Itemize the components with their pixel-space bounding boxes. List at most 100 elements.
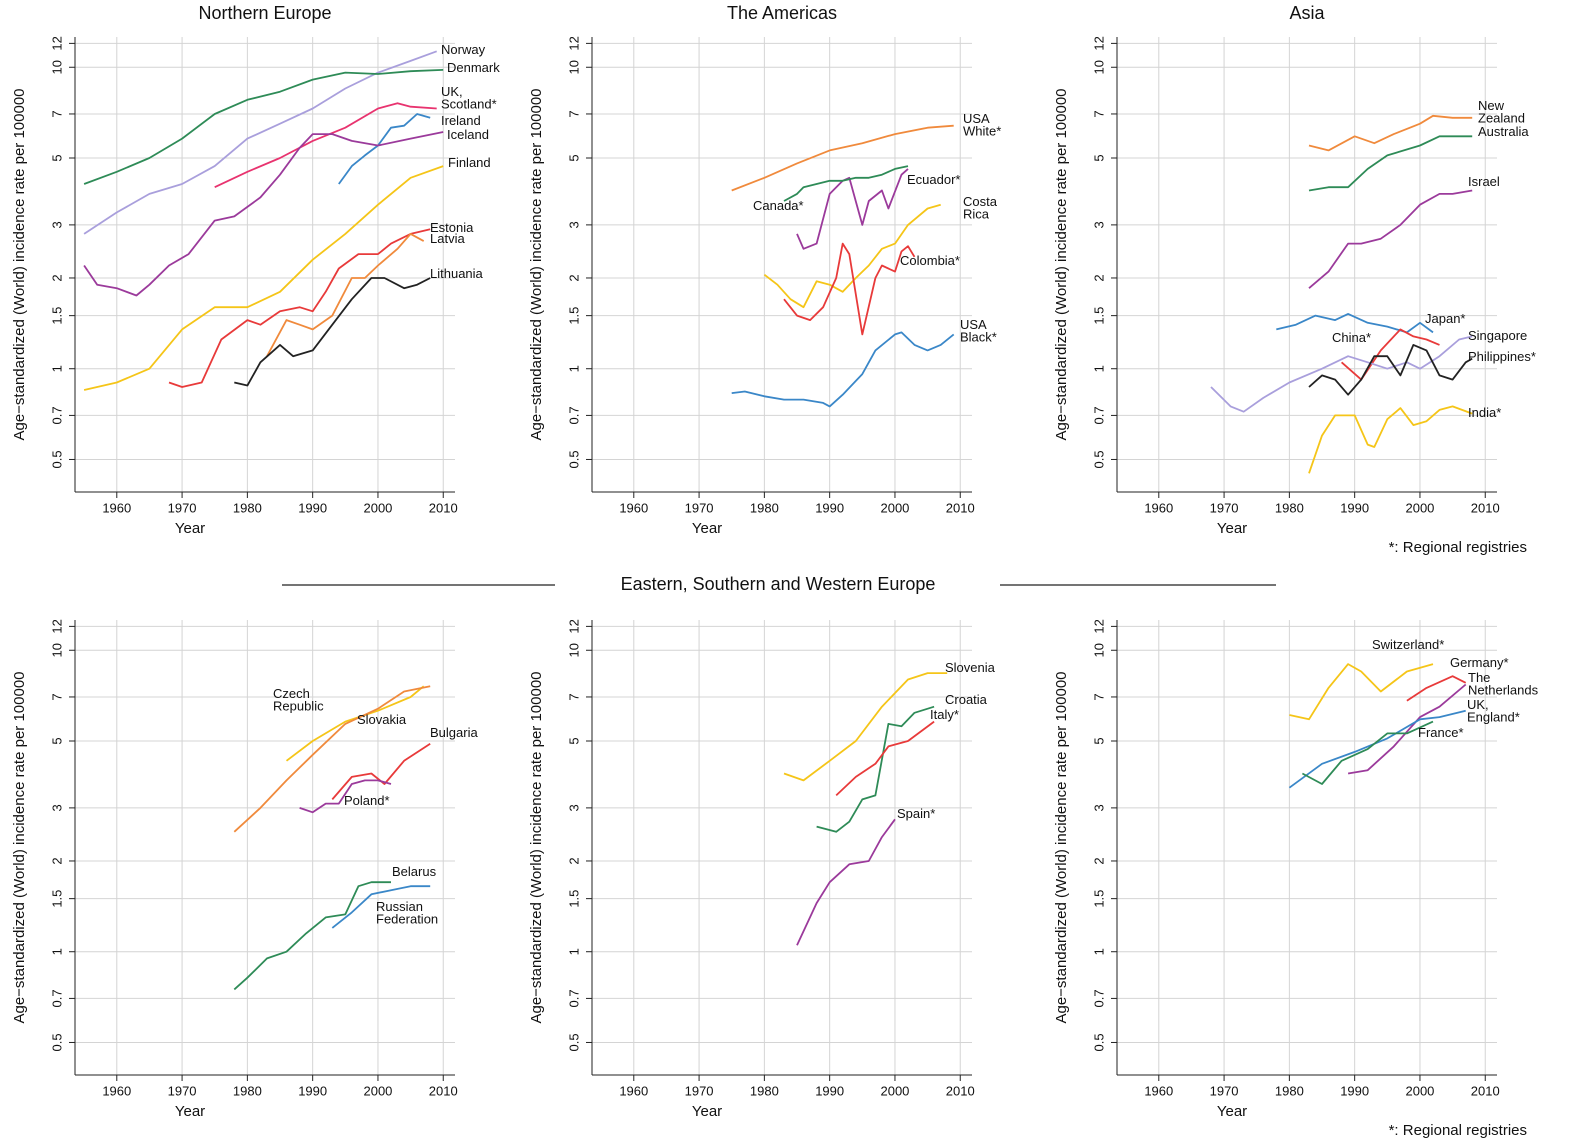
x-tick-label: 2010 — [946, 1083, 975, 1098]
series-line — [1289, 663, 1434, 721]
y-tick-label: 0.7 — [566, 406, 581, 424]
y-tick-label: 10 — [1091, 60, 1106, 74]
y-tick-label: 1.5 — [1091, 307, 1106, 325]
series-line — [233, 881, 391, 991]
y-tick-label: 0.5 — [566, 1033, 581, 1051]
y-tick-label: 10 — [566, 643, 581, 657]
series-label: Lithuania — [430, 266, 484, 281]
x-axis-title: Year — [175, 1103, 205, 1120]
x-tick-label: 1970 — [1210, 1083, 1239, 1098]
series-label: Poland* — [344, 793, 390, 808]
panel-title: Northern Europe — [198, 3, 331, 23]
series-line — [1308, 344, 1473, 396]
series-line — [331, 742, 431, 800]
series-label: Spain* — [897, 806, 935, 821]
series-line — [1301, 720, 1434, 785]
y-tick-label: 3 — [1091, 221, 1106, 228]
y-tick-label: 0.7 — [1091, 989, 1106, 1007]
y-tick-label: 5 — [1091, 737, 1106, 744]
y-tick-label: 0.5 — [49, 1033, 64, 1051]
x-axis-title: Year — [692, 1103, 722, 1120]
series-label: France* — [1418, 725, 1464, 740]
y-axis-title: Age−standardized (World) incidence rate … — [11, 671, 28, 1023]
series-line — [331, 885, 431, 929]
y-tick-label: 1.5 — [49, 890, 64, 908]
series-label: Czech Republic — [273, 686, 324, 714]
y-tick-label: 0.7 — [566, 989, 581, 1007]
series-line — [731, 124, 954, 192]
series-label: Australia — [1478, 124, 1529, 139]
x-tick-label: 1980 — [1275, 500, 1304, 515]
series-label: Italy* — [930, 707, 959, 722]
y-tick-label: 2 — [1091, 274, 1106, 281]
x-tick-label: 2000 — [1405, 1083, 1434, 1098]
y-tick-label: 3 — [49, 804, 64, 811]
y-tick-label: 7 — [49, 693, 64, 700]
series-label: Colombia* — [900, 253, 960, 268]
series-line — [83, 131, 444, 297]
series-label: Latvia — [430, 231, 465, 246]
x-tick-label: 2010 — [429, 1083, 458, 1098]
series-label: Iceland — [447, 127, 489, 142]
y-tick-label: 1.5 — [49, 307, 64, 325]
series-line — [83, 50, 438, 235]
y-tick-label: 10 — [566, 60, 581, 74]
x-tick-label: 1980 — [233, 1083, 262, 1098]
series-label: The Netherlands — [1468, 670, 1539, 698]
series-line — [83, 165, 444, 391]
y-tick-label: 3 — [1091, 804, 1106, 811]
x-tick-label: 1990 — [1340, 1083, 1369, 1098]
y-tick-label: 0.5 — [49, 450, 64, 468]
x-axis-title: Year — [175, 520, 205, 537]
series-line — [1308, 189, 1473, 289]
y-tick-label: 3 — [566, 804, 581, 811]
series-label: Norway — [441, 42, 486, 57]
y-tick-label: 5 — [49, 737, 64, 744]
x-tick-label: 2000 — [880, 500, 909, 515]
series-label: Japan* — [1425, 311, 1465, 326]
x-tick-label: 2010 — [946, 500, 975, 515]
y-tick-label: 1 — [566, 948, 581, 955]
series-label: Slovakia — [357, 712, 407, 727]
y-tick-label: 10 — [49, 643, 64, 657]
y-axis-title: Age−standardized (World) incidence rate … — [1053, 671, 1070, 1023]
panel-title: The Americas — [727, 3, 837, 23]
series-label: Ireland — [441, 113, 481, 128]
y-tick-label: 12 — [1091, 36, 1106, 50]
y-tick-label: 2 — [1091, 857, 1106, 864]
y-tick-label: 7 — [1091, 110, 1106, 117]
series-line — [835, 720, 935, 797]
series-label: Belarus — [392, 864, 437, 879]
series-label: Costa Rica — [963, 194, 998, 222]
series-label: Estonia — [430, 220, 474, 235]
series-line — [783, 672, 948, 782]
series-label: Russian Federation — [376, 899, 438, 927]
series-line — [1276, 313, 1434, 334]
series-label: Philippines* — [1468, 349, 1536, 364]
y-tick-label: 0.7 — [1091, 406, 1106, 424]
series-label: Israel — [1468, 174, 1500, 189]
x-tick-label: 2000 — [363, 1083, 392, 1098]
y-tick-label: 1.5 — [566, 307, 581, 325]
x-tick-label: 1970 — [168, 1083, 197, 1098]
y-tick-label: 0.7 — [49, 406, 64, 424]
y-tick-label: 0.5 — [1091, 450, 1106, 468]
x-tick-label: 2010 — [429, 500, 458, 515]
series-label: Finland — [448, 155, 491, 170]
y-tick-label: 1 — [566, 365, 581, 372]
x-tick-label: 1980 — [750, 500, 779, 515]
y-tick-label: 7 — [566, 693, 581, 700]
x-axis-title: Year — [1217, 520, 1247, 537]
y-tick-label: 0.7 — [49, 989, 64, 1007]
x-tick-label: 1970 — [168, 500, 197, 515]
y-tick-label: 1.5 — [566, 890, 581, 908]
series-label: Denmark — [447, 60, 500, 75]
series-line — [234, 277, 431, 387]
x-tick-label: 1960 — [619, 1083, 648, 1098]
series-label: USA Black* — [960, 317, 997, 345]
x-tick-label: 1990 — [1340, 500, 1369, 515]
y-axis-title: Age−standardized (World) incidence rate … — [1053, 88, 1070, 440]
series-label: Singapore — [1468, 328, 1527, 343]
x-tick-label: 1970 — [685, 500, 714, 515]
